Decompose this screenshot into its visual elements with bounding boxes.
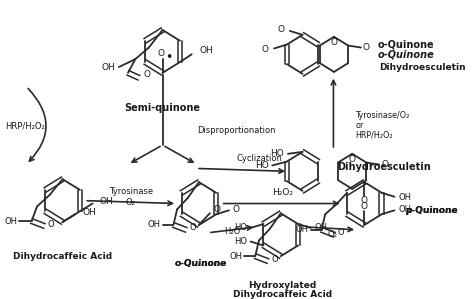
Text: Disproportionation: Disproportionation xyxy=(197,126,275,135)
Text: Dihydroesculetin: Dihydroesculetin xyxy=(337,162,431,173)
Text: •: • xyxy=(165,51,173,64)
Text: O: O xyxy=(381,160,388,169)
Text: HO: HO xyxy=(271,149,284,158)
Text: Dihydroesculetin: Dihydroesculetin xyxy=(379,62,465,71)
Text: OH: OH xyxy=(148,220,161,229)
Text: Semi-quinone: Semi-quinone xyxy=(125,103,201,113)
Text: O: O xyxy=(361,196,368,205)
Text: or: or xyxy=(355,121,364,130)
Text: HRP/H₂O₂: HRP/H₂O₂ xyxy=(355,131,393,140)
Text: HRP/H₂O₂: HRP/H₂O₂ xyxy=(5,121,45,130)
Text: O: O xyxy=(213,205,220,214)
Text: OH: OH xyxy=(314,223,328,232)
Text: OH: OH xyxy=(82,208,96,217)
Text: O: O xyxy=(330,38,337,47)
Text: O: O xyxy=(190,223,196,232)
Text: Tyrosinase/O₂: Tyrosinase/O₂ xyxy=(355,111,410,120)
Text: O: O xyxy=(349,155,356,164)
Text: Hydroxylated: Hydroxylated xyxy=(248,281,317,290)
Text: OH: OH xyxy=(200,46,214,55)
Text: O: O xyxy=(157,49,164,58)
Text: O: O xyxy=(363,43,370,52)
Text: Dihydrocaffeic Acid: Dihydrocaffeic Acid xyxy=(233,290,332,299)
Text: o-Quinone: o-Quinone xyxy=(378,39,435,50)
Text: o-Quinone: o-Quinone xyxy=(174,260,227,269)
Text: HO: HO xyxy=(234,237,247,246)
Text: O: O xyxy=(262,45,269,54)
Text: o-Quinone: o-Quinone xyxy=(175,260,227,269)
Text: O: O xyxy=(144,70,150,79)
Text: OH: OH xyxy=(398,193,411,202)
Text: O: O xyxy=(338,228,345,237)
Text: O: O xyxy=(233,205,239,214)
Text: H₂O₂: H₂O₂ xyxy=(272,188,293,197)
Text: HO: HO xyxy=(234,223,247,232)
Text: OH: OH xyxy=(4,216,17,225)
Text: OH: OH xyxy=(296,225,309,234)
Text: O: O xyxy=(361,202,368,211)
Text: Tyrosinase: Tyrosinase xyxy=(109,187,153,196)
Text: HO: HO xyxy=(255,161,269,170)
Text: H₂O: H₂O xyxy=(224,227,241,236)
Text: Cyclization: Cyclization xyxy=(237,154,283,163)
Text: p-Quinone: p-Quinone xyxy=(405,206,458,215)
Text: OH: OH xyxy=(101,62,115,71)
Text: O: O xyxy=(277,25,284,34)
Text: OH: OH xyxy=(100,197,114,206)
Text: O₂: O₂ xyxy=(328,230,337,239)
Text: o-Quinone: o-Quinone xyxy=(378,49,435,59)
Text: p-Quinone: p-Quinone xyxy=(405,206,457,215)
Text: OH: OH xyxy=(229,252,243,261)
Text: Dihydrocaffeic Acid: Dihydrocaffeic Acid xyxy=(13,252,112,261)
Text: O: O xyxy=(272,255,278,264)
Text: OH: OH xyxy=(398,205,411,214)
Text: O: O xyxy=(48,219,55,228)
Text: O₂: O₂ xyxy=(126,198,136,207)
